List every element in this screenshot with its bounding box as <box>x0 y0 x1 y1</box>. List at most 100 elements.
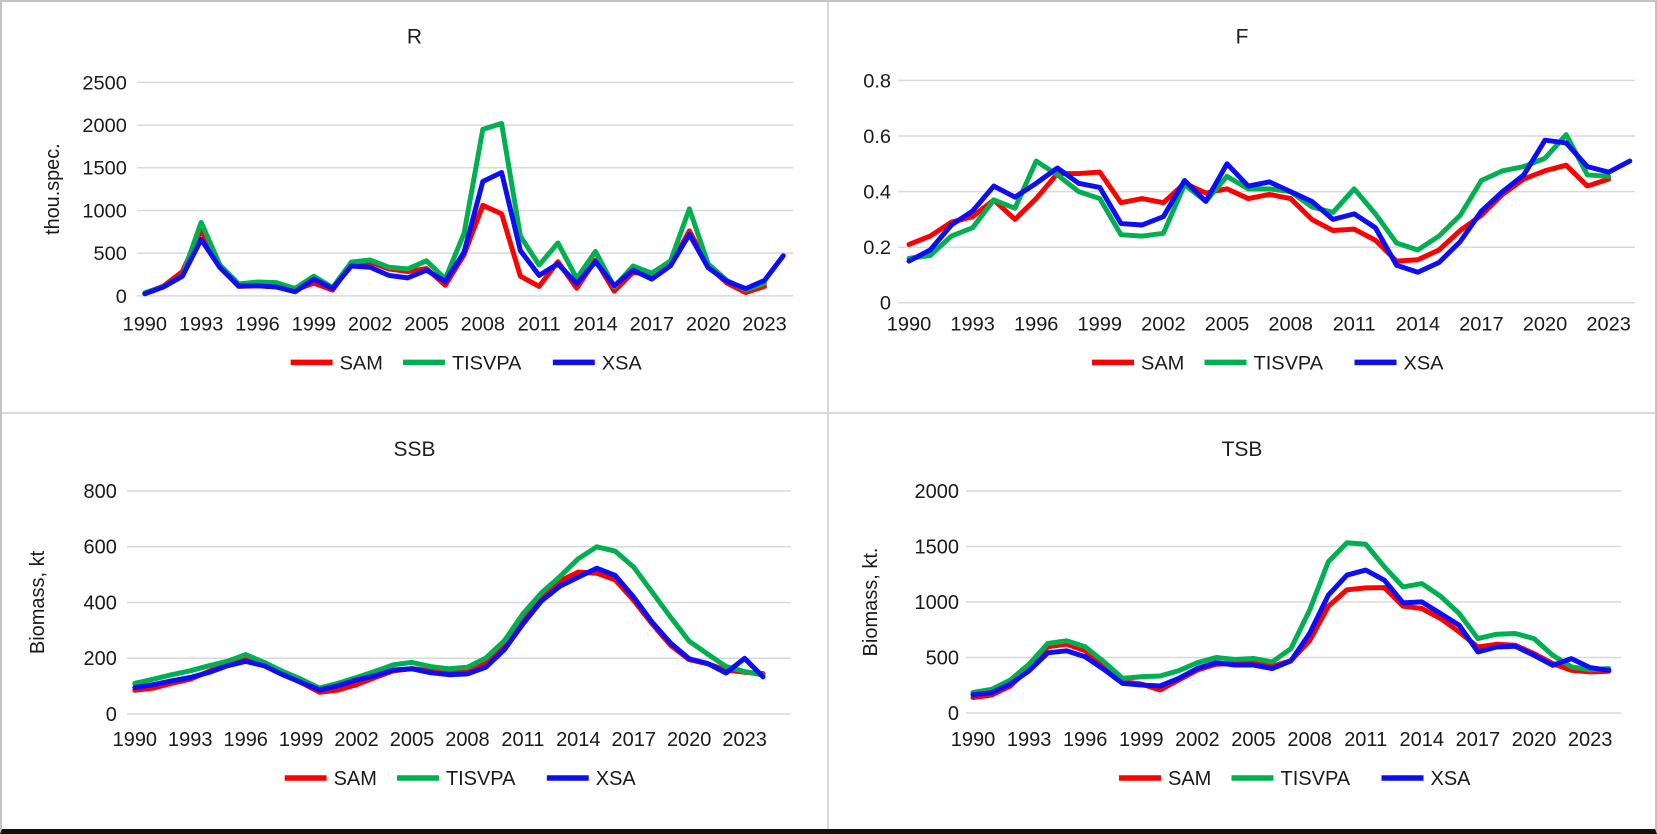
y-tick-label: 400 <box>84 592 117 614</box>
f-chart-title: F <box>1236 26 1249 49</box>
x-tick-label: 2017 <box>612 729 656 751</box>
y-tick-label: 1000 <box>915 592 960 614</box>
x-tick-label: 2011 <box>518 314 561 336</box>
x-tick-label: 2014 <box>1396 314 1440 336</box>
x-tick-label: 2002 <box>1175 729 1220 751</box>
chart-panel-r: 0 500 1000 1500 2000 2500 1990 1993 1996 1999 2002… <box>2 2 829 414</box>
series-line-xsa <box>142 169 786 297</box>
x-tick-label: 2005 <box>404 314 448 336</box>
x-tick-label: 1993 <box>1007 729 1052 751</box>
x-tick-label: 2002 <box>334 729 378 751</box>
x-tick-label: 1996 <box>223 729 267 751</box>
x-tick-label: 2005 <box>390 729 434 751</box>
tsb-y-axis-title: Biomass, kt. <box>860 548 882 657</box>
x-tick-label: 1993 <box>950 314 994 336</box>
x-tick-label: 2002 <box>348 314 392 336</box>
x-tick-label: 2011 <box>501 729 544 751</box>
ssb-y-axis-title: Biomass, kt <box>27 550 49 654</box>
r-chart-canvas: 0 500 1000 1500 2000 2500 1990 1993 1996 1999 2002… <box>42 26 794 374</box>
x-tick-label: 2005 <box>1205 314 1249 336</box>
series-line-tisvpa <box>132 544 766 691</box>
series-line-xsa <box>132 565 766 693</box>
tsb-chart-title: TSB <box>1222 438 1263 461</box>
chart-panel-f: 0 0.2 0.4 0.6 0.8 1990 1993 1996 1999 2002 2005 200… <box>829 2 1655 414</box>
y-tick-label: 600 <box>84 537 117 559</box>
x-tick-label: 1999 <box>279 729 323 751</box>
x-tick-label: 1993 <box>168 729 212 751</box>
r-chart-title: R <box>407 26 422 49</box>
x-tick-label: 1996 <box>1063 729 1108 751</box>
y-tick-label: 0.6 <box>863 126 891 148</box>
x-tick-label: 2017 <box>1456 729 1501 751</box>
x-tick-label: 1993 <box>179 314 223 336</box>
legend-label-tisvpa: TISVPA <box>446 768 516 790</box>
chart-panel-tsb: 0 500 1000 1500 2000 1990 1993 1996 1999 2002 2005… <box>829 414 1655 829</box>
x-tick-label: 2014 <box>573 314 617 336</box>
series-line-sam <box>906 162 1612 264</box>
x-tick-label: 2008 <box>445 729 489 751</box>
x-tick-label: 2002 <box>1141 314 1185 336</box>
x-tick-label: 2017 <box>630 314 674 336</box>
series-line-tisvpa <box>142 120 767 296</box>
y-tick-label: 2000 <box>82 115 126 137</box>
legend-label-tisvpa: TISVPA <box>1281 768 1351 790</box>
series-line-tisvpa <box>970 540 1612 695</box>
y-tick-label: 500 <box>94 243 127 265</box>
x-tick-label: 2014 <box>1400 729 1445 751</box>
ssb-chart-title: SSB <box>394 438 436 461</box>
x-tick-label: 2008 <box>1268 314 1312 336</box>
y-tick-label: 0.8 <box>863 70 891 92</box>
x-tick-label: 2020 <box>667 729 711 751</box>
x-tick-label: 1990 <box>951 729 996 751</box>
y-tick-label: 200 <box>84 648 117 670</box>
x-tick-label: 2008 <box>1287 729 1332 751</box>
x-tick-label: 2023 <box>1586 314 1630 336</box>
ssb-chart-canvas: 0 200 400 600 800 1990 1993 1996 1999 2002 2005 200… <box>27 438 792 790</box>
legend-label-tisvpa: TISVPA <box>1254 352 1324 374</box>
x-tick-label: 2020 <box>1523 314 1567 336</box>
y-tick-label: 800 <box>84 481 117 503</box>
x-tick-label: 2008 <box>461 314 505 336</box>
x-tick-label: 2005 <box>1231 729 1276 751</box>
legend-label-xsa: XSA <box>1404 352 1445 374</box>
x-tick-label: 1990 <box>123 314 167 336</box>
legend-label-sam: SAM <box>340 352 383 374</box>
chart-panel-ssb: 0 200 400 600 800 1990 1993 1996 1999 2002 2005 200… <box>2 414 829 829</box>
r-y-axis-title: thou.spec. <box>42 143 64 235</box>
legend-label-sam: SAM <box>1141 352 1184 374</box>
legend-label-xsa: XSA <box>596 768 637 790</box>
x-tick-label: 1999 <box>1078 314 1122 336</box>
tsb-chart-canvas: 0 500 1000 1500 2000 1990 1993 1996 1999 2002 2005… <box>860 438 1621 790</box>
x-tick-label: 1999 <box>292 314 336 336</box>
x-tick-label: 1990 <box>113 729 157 751</box>
legend-label-xsa: XSA <box>602 352 643 374</box>
x-tick-label: 2014 <box>556 729 600 751</box>
f-chart-canvas: 0 0.2 0.4 0.6 0.8 1990 1993 1996 1999 2002 2005 200… <box>863 26 1635 374</box>
x-tick-label: 1999 <box>1119 729 1164 751</box>
x-tick-label: 1996 <box>1014 314 1058 336</box>
legend-label-sam: SAM <box>334 768 377 790</box>
series-line-xsa <box>906 137 1633 275</box>
y-tick-label: 1000 <box>82 200 126 222</box>
x-tick-label: 2011 <box>1344 729 1387 751</box>
y-tick-label: 0 <box>948 703 959 725</box>
x-tick-label: 2017 <box>1459 314 1503 336</box>
legend-label-tisvpa: TISVPA <box>452 352 522 374</box>
series-line-tisvpa <box>906 132 1612 261</box>
y-tick-label: 2500 <box>82 72 126 94</box>
x-tick-label: 2023 <box>742 314 786 336</box>
y-tick-label: 500 <box>926 648 959 670</box>
x-tick-label: 2011 <box>1333 314 1376 336</box>
legend-label-xsa: XSA <box>1431 768 1472 790</box>
y-tick-label: 0.2 <box>863 237 891 259</box>
y-tick-label: 0 <box>880 293 891 315</box>
x-tick-label: 2020 <box>686 314 730 336</box>
y-tick-label: 0 <box>106 704 117 726</box>
x-tick-label: 1990 <box>887 314 931 336</box>
y-tick-label: 0.4 <box>863 182 891 204</box>
x-tick-label: 2023 <box>722 729 766 751</box>
x-tick-label: 2020 <box>1512 729 1557 751</box>
series-line-xsa <box>970 567 1612 698</box>
legend-label-sam: SAM <box>1168 768 1211 790</box>
